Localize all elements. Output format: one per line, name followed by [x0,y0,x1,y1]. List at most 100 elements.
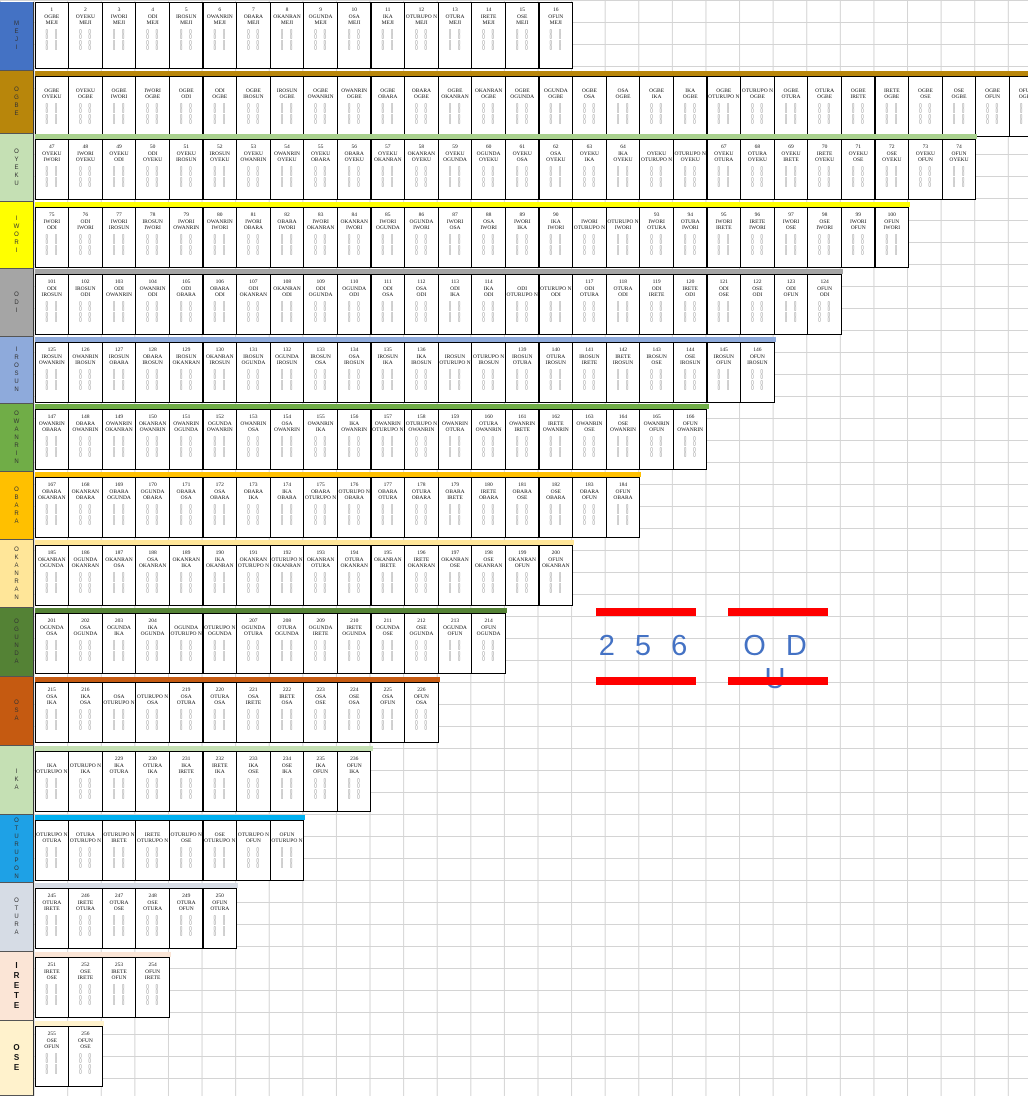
odu-cell[interactable]: 145 IROSUN OFUN ▯ ▯ ▯ ▯ ▯ ▯ ▯ ▯ [706,342,742,403]
odu-cell[interactable]: OWANRIN OGBE ▯ ▯ ▯ ▯ ▯ ▯ ▯ ▯ [336,76,372,137]
odu-cell[interactable]: 223 OSA OSE ▯ ▯ ▯ ▯ ▯ ▯ ▯ ▯ [303,682,338,743]
odu-cell[interactable]: 186 OGUNDA OKANRAN ▯ ▯ ▯ ▯ ▯ ▯ ▯ ▯ [68,545,103,606]
odu-cell[interactable]: 254 OFUN IRETE ▯ ▯ ▯ ▯ ▯ ▯ ▯ ▯ [135,957,170,1018]
odu-cell[interactable]: 177 OBARA OTURA ▯ ▯ ▯ ▯ ▯ ▯ ▯ ▯ [370,477,406,538]
odu-cell[interactable]: 90 IKA IWORI ▯ ▯ ▯ ▯ ▯ ▯ ▯ ▯ [538,207,574,268]
odu-cell[interactable]: 215 OSA IKA ▯ ▯ ▯ ▯ ▯ ▯ ▯ ▯ [34,682,70,743]
odu-cell[interactable]: 245 OTURA IRETE ▯ ▯ ▯ ▯ ▯ ▯ ▯ ▯ [34,888,70,949]
odu-cell[interactable]: 124 OFUN ODI ▯ ▯ ▯ ▯ ▯ ▯ ▯ ▯ [807,274,842,335]
odu-cell[interactable]: 207 OGUNDA OTURA ▯ ▯ ▯ ▯ ▯ ▯ ▯ ▯ [236,613,271,674]
odu-cell[interactable]: 3 IWORI MEJI ▯ ▯ ▯ ▯ ▯ ▯ ▯ ▯ [101,2,137,69]
odu-cell[interactable]: 88 OSA IWORI ▯ ▯ ▯ ▯ ▯ ▯ ▯ ▯ [471,207,506,268]
odu-cell[interactable]: 6 OWANRIN MEJI ▯ ▯ ▯ ▯ ▯ ▯ ▯ ▯ [202,2,238,69]
odu-cell[interactable]: 111 ODI OSA ▯ ▯ ▯ ▯ ▯ ▯ ▯ ▯ [370,274,406,335]
odu-cell[interactable]: 132 OGUNDA IROSUN ▯ ▯ ▯ ▯ ▯ ▯ ▯ ▯ [269,342,305,403]
odu-cell[interactable]: OBARA OGBE ▯ ▯ ▯ ▯ ▯ ▯ ▯ ▯ [404,76,439,137]
odu-cell[interactable]: OGBE OSA ▯ ▯ ▯ ▯ ▯ ▯ ▯ ▯ [572,76,607,137]
odu-cell[interactable]: 232 IRETE IKA ▯ ▯ ▯ ▯ ▯ ▯ ▯ ▯ [202,751,238,812]
odu-cell[interactable]: 256 OFUN OSE ▯ ▯ ▯ ▯ ▯ ▯ ▯ ▯ [68,1026,103,1087]
odu-cell[interactable]: 129 IROSUN OKANRAN ▯ ▯ ▯ ▯ ▯ ▯ ▯ ▯ [168,342,204,403]
odu-cell[interactable]: 185 OKANRAN OGUNDA ▯ ▯ ▯ ▯ ▯ ▯ ▯ ▯ [34,545,70,606]
odu-cell[interactable]: 7 OBARA MEJI ▯ ▯ ▯ ▯ ▯ ▯ ▯ ▯ [236,2,271,69]
odu-cell[interactable]: 75 IWORI ODI ▯ ▯ ▯ ▯ ▯ ▯ ▯ ▯ [34,207,70,268]
odu-cell[interactable]: 213 OGUNDA OFUN ▯ ▯ ▯ ▯ ▯ ▯ ▯ ▯ [437,613,473,674]
odu-cell[interactable]: 8 OKANRAN MEJI ▯ ▯ ▯ ▯ ▯ ▯ ▯ ▯ [269,2,305,69]
odu-cell[interactable]: OTURUPO N OGBE ▯ ▯ ▯ ▯ ▯ ▯ ▯ ▯ [740,76,775,137]
odu-cell[interactable]: OYEKU OGBE ▯ ▯ ▯ ▯ ▯ ▯ ▯ ▯ [68,76,103,137]
odu-cell[interactable]: 10 OSA MEJI ▯ ▯ ▯ ▯ ▯ ▯ ▯ ▯ [336,2,372,69]
odu-cell[interactable]: 67 OYEKU OTURA ▯ ▯ ▯ ▯ ▯ ▯ ▯ ▯ [706,139,742,200]
odu-cell[interactable]: 183 OBARA OFUN ▯ ▯ ▯ ▯ ▯ ▯ ▯ ▯ [572,477,607,538]
odu-cell[interactable]: 120 IRETE ODI ▯ ▯ ▯ ▯ ▯ ▯ ▯ ▯ [672,274,708,335]
odu-cell[interactable]: 83 IWORI OKANRAN ▯ ▯ ▯ ▯ ▯ ▯ ▯ ▯ [303,207,338,268]
odu-cell[interactable]: 74 OFUN OYEKU ▯ ▯ ▯ ▯ ▯ ▯ ▯ ▯ [941,139,977,200]
odu-cell[interactable]: 104 OWANRIN ODI ▯ ▯ ▯ ▯ ▯ ▯ ▯ ▯ [135,274,170,335]
odu-cell[interactable]: 246 IRETE OTURA ▯ ▯ ▯ ▯ ▯ ▯ ▯ ▯ [68,888,103,949]
odu-cell[interactable]: 181 OBARA OSE ▯ ▯ ▯ ▯ ▯ ▯ ▯ ▯ [504,477,540,538]
odu-cell[interactable]: OTURUPO N IKA ▯ ▯ ▯ ▯ ▯ ▯ ▯ ▯ [68,751,103,812]
odu-cell[interactable]: 219 OSA OTURA ▯ ▯ ▯ ▯ ▯ ▯ ▯ ▯ [168,682,204,743]
odu-cell[interactable]: ODI OGBE ▯ ▯ ▯ ▯ ▯ ▯ ▯ ▯ [202,76,238,137]
odu-cell[interactable]: 173 OBARA IKA ▯ ▯ ▯ ▯ ▯ ▯ ▯ ▯ [236,477,271,538]
odu-cell[interactable]: OTURUPO N IWORI ▯ ▯ ▯ ▯ ▯ ▯ ▯ ▯ [605,207,641,268]
odu-cell[interactable]: 128 OBARA IROSUN ▯ ▯ ▯ ▯ ▯ ▯ ▯ ▯ [135,342,170,403]
odu-cell[interactable]: 192 OTURUPO N OKANRAN ▯ ▯ ▯ ▯ ▯ ▯ ▯ ▯ [269,545,305,606]
odu-cell[interactable]: 89 IWORI IKA ▯ ▯ ▯ ▯ ▯ ▯ ▯ ▯ [504,207,540,268]
odu-cell[interactable]: 200 OFUN OKANRAN ▯ ▯ ▯ ▯ ▯ ▯ ▯ ▯ [538,545,574,606]
odu-cell[interactable]: 146 OFUN IROSUN ▯ ▯ ▯ ▯ ▯ ▯ ▯ ▯ [740,342,775,403]
odu-cell[interactable]: OTURUPO N OGUNDA ▯ ▯ ▯ ▯ ▯ ▯ ▯ ▯ [202,613,238,674]
odu-cell[interactable]: 222 IRETE OSA ▯ ▯ ▯ ▯ ▯ ▯ ▯ ▯ [269,682,305,743]
odu-cell[interactable]: 79 IWORI OWANRIN ▯ ▯ ▯ ▯ ▯ ▯ ▯ ▯ [168,207,204,268]
odu-cell[interactable]: 11 IKA MEJI ▯ ▯ ▯ ▯ ▯ ▯ ▯ ▯ [370,2,406,69]
odu-cell[interactable]: 82 OBARA IWORI ▯ ▯ ▯ ▯ ▯ ▯ ▯ ▯ [269,207,305,268]
odu-cell[interactable]: OTURUPO N OSA ▯ ▯ ▯ ▯ ▯ ▯ ▯ ▯ [135,682,170,743]
odu-cell[interactable]: 178 OTURA OBARA ▯ ▯ ▯ ▯ ▯ ▯ ▯ ▯ [404,477,439,538]
odu-cell[interactable]: ODI OTURUPO N ▯ ▯ ▯ ▯ ▯ ▯ ▯ ▯ [504,274,540,335]
odu-cell[interactable]: 252 OSE IRETE ▯ ▯ ▯ ▯ ▯ ▯ ▯ ▯ [68,957,103,1018]
odu-cell[interactable]: 220 OTURA OSA ▯ ▯ ▯ ▯ ▯ ▯ ▯ ▯ [202,682,238,743]
odu-cell[interactable]: 98 OSE IWORI ▯ ▯ ▯ ▯ ▯ ▯ ▯ ▯ [807,207,842,268]
odu-cell[interactable]: 64 IKA OYEKU ▯ ▯ ▯ ▯ ▯ ▯ ▯ ▯ [605,139,641,200]
odu-cell[interactable]: 131 IROSUN OGUNDA ▯ ▯ ▯ ▯ ▯ ▯ ▯ ▯ [236,342,271,403]
odu-cell[interactable]: 170 OGUNDA OBARA ▯ ▯ ▯ ▯ ▯ ▯ ▯ ▯ [135,477,170,538]
odu-cell[interactable]: 87 IWORI OSA ▯ ▯ ▯ ▯ ▯ ▯ ▯ ▯ [437,207,473,268]
odu-cell[interactable]: 48 IWORI OYEKU ▯ ▯ ▯ ▯ ▯ ▯ ▯ ▯ [68,139,103,200]
odu-cell[interactable]: 112 OSA ODI ▯ ▯ ▯ ▯ ▯ ▯ ▯ ▯ [404,274,439,335]
odu-cell[interactable]: OTURUPO N OYEKU ▯ ▯ ▯ ▯ ▯ ▯ ▯ ▯ [672,139,708,200]
odu-cell[interactable]: 78 IROSUN IWORI ▯ ▯ ▯ ▯ ▯ ▯ ▯ ▯ [135,207,170,268]
odu-cell[interactable]: 9 OGUNDA MEJI ▯ ▯ ▯ ▯ ▯ ▯ ▯ ▯ [303,2,338,69]
odu-cell[interactable]: OFUN OTURUPO N ▯ ▯ ▯ ▯ ▯ ▯ ▯ ▯ [269,820,305,881]
odu-cell[interactable]: 56 OBARA OYEKU ▯ ▯ ▯ ▯ ▯ ▯ ▯ ▯ [336,139,372,200]
odu-cell[interactable]: 196 IRETE OKANRAN ▯ ▯ ▯ ▯ ▯ ▯ ▯ ▯ [404,545,439,606]
odu-cell[interactable]: 62 OSA OYEKU ▯ ▯ ▯ ▯ ▯ ▯ ▯ ▯ [538,139,574,200]
odu-cell[interactable]: 123 ODI OFUN ▯ ▯ ▯ ▯ ▯ ▯ ▯ ▯ [773,274,809,335]
odu-cell[interactable]: 210 IRETE OGUNDA ▯ ▯ ▯ ▯ ▯ ▯ ▯ ▯ [336,613,372,674]
odu-cell[interactable]: OGBE IKA ▯ ▯ ▯ ▯ ▯ ▯ ▯ ▯ [639,76,674,137]
odu-cell[interactable]: 52 IROSUN OYEKU ▯ ▯ ▯ ▯ ▯ ▯ ▯ ▯ [202,139,238,200]
odu-cell[interactable]: 174 IKA OBARA ▯ ▯ ▯ ▯ ▯ ▯ ▯ ▯ [269,477,305,538]
odu-cell[interactable]: 127 IROSUN OBARA ▯ ▯ ▯ ▯ ▯ ▯ ▯ ▯ [101,342,137,403]
odu-cell[interactable]: 101 ODI IROSUN ▯ ▯ ▯ ▯ ▯ ▯ ▯ ▯ [34,274,70,335]
odu-cell[interactable]: 193 OKANRAN OTURA ▯ ▯ ▯ ▯ ▯ ▯ ▯ ▯ [303,545,338,606]
odu-cell[interactable]: 160 OTURA OWANRIN ▯ ▯ ▯ ▯ ▯ ▯ ▯ ▯ [471,409,506,470]
odu-cell[interactable]: 253 IRETE OFUN ▯ ▯ ▯ ▯ ▯ ▯ ▯ ▯ [101,957,137,1018]
odu-cell[interactable]: 179 OBARA IRETE ▯ ▯ ▯ ▯ ▯ ▯ ▯ ▯ [437,477,473,538]
odu-cell[interactable]: 224 OSE OSA ▯ ▯ ▯ ▯ ▯ ▯ ▯ ▯ [336,682,372,743]
odu-cell[interactable]: 167 OBARA OKANRAN ▯ ▯ ▯ ▯ ▯ ▯ ▯ ▯ [34,477,70,538]
odu-cell[interactable]: 49 OYEKU ODI ▯ ▯ ▯ ▯ ▯ ▯ ▯ ▯ [101,139,137,200]
odu-cell[interactable]: 161 OWANRIN IRETE ▯ ▯ ▯ ▯ ▯ ▯ ▯ ▯ [504,409,540,470]
odu-cell[interactable]: 13 OTURA MEJI ▯ ▯ ▯ ▯ ▯ ▯ ▯ ▯ [437,2,473,69]
odu-cell[interactable]: 126 OWANRIN IROSUN ▯ ▯ ▯ ▯ ▯ ▯ ▯ ▯ [68,342,103,403]
odu-cell[interactable]: 149 OWANRIN OKANRAN ▯ ▯ ▯ ▯ ▯ ▯ ▯ ▯ [101,409,137,470]
odu-cell[interactable]: 1 OGBE MEJI ▯ ▯ ▯ ▯ ▯ ▯ ▯ ▯ [34,2,70,69]
odu-cell[interactable]: 86 OGUNDA IWORI ▯ ▯ ▯ ▯ ▯ ▯ ▯ ▯ [404,207,439,268]
odu-cell[interactable]: 12 OTURUPO N MEJI ▯ ▯ ▯ ▯ ▯ ▯ ▯ ▯ [404,2,439,69]
odu-cell[interactable]: 221 OSA IRETE ▯ ▯ ▯ ▯ ▯ ▯ ▯ ▯ [236,682,271,743]
